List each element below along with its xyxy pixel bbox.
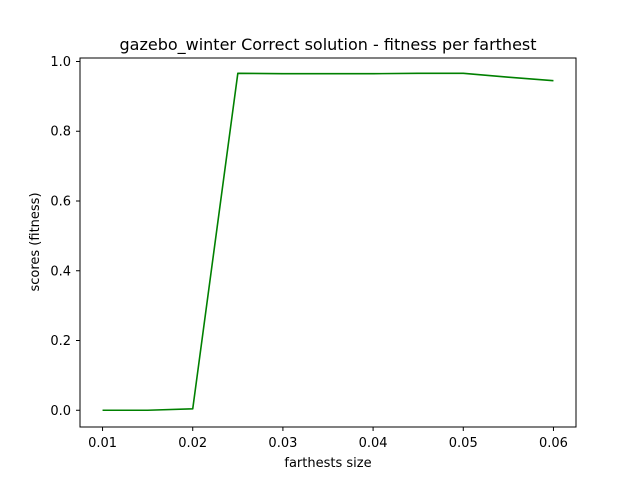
x-tick-label: 0.01 [88, 436, 117, 451]
y-axis-label: scores (fitness) [28, 192, 43, 291]
x-tick-label: 0.05 [449, 436, 478, 451]
series-line [102, 72, 554, 412]
x-tick-label: 0.04 [359, 436, 388, 451]
y-tick-label: 0.8 [50, 125, 71, 140]
y-tick-label: 1.0 [50, 55, 71, 70]
x-tick-label: 0.03 [268, 436, 297, 451]
y-tick-label: 0.4 [50, 264, 71, 279]
x-axis-label: farthests size [284, 456, 371, 471]
y-tick-label: 0.0 [50, 404, 71, 419]
y-axis-ticks: 0.0 0.2 0.4 0.6 0.8 1.0 [50, 55, 80, 419]
x-axis-ticks: 0.01 0.02 0.03 0.04 0.05 0.06 [88, 427, 568, 451]
plot-frame [79, 57, 577, 428]
plot-series [102, 72, 554, 412]
y-tick-label: 0.2 [50, 334, 71, 349]
y-tick-label: 0.6 [50, 194, 71, 209]
x-tick-label: 0.02 [178, 436, 207, 451]
x-tick-label: 0.06 [539, 436, 568, 451]
chart-title: gazebo_winter Correct solution - fitness… [119, 35, 536, 55]
